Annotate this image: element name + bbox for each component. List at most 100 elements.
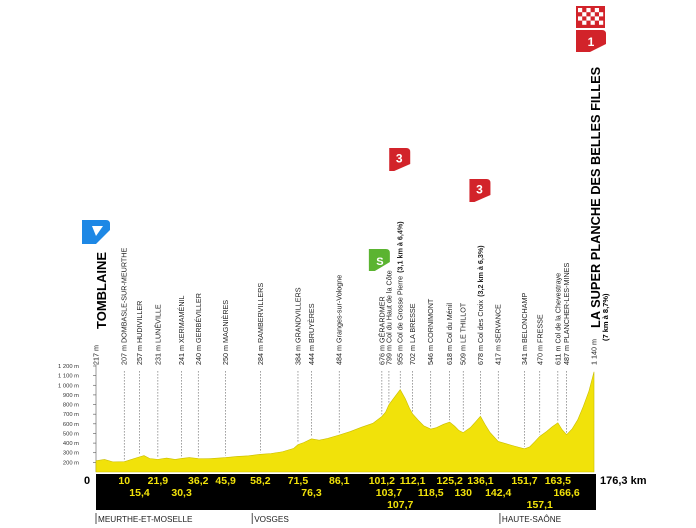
climb-marker-icon xyxy=(469,179,491,202)
waypoint-name: 484 m Granges-sur-Vologne xyxy=(335,275,344,365)
finish-climb-marker-icon xyxy=(576,30,606,52)
waypoint-km-label: 101,2 xyxy=(369,475,395,487)
waypoint-km-label: 157,1 xyxy=(527,499,553,511)
waypoint-climb: (3,2 km à 6,3%) xyxy=(476,245,485,297)
waypoint-name: 341 m BELONCHAMP xyxy=(520,292,529,365)
waypoint-km-label: 21,9 xyxy=(148,475,169,487)
distance-bar-background xyxy=(96,474,596,510)
finish-flag-square xyxy=(578,16,583,21)
finish-flag-square xyxy=(586,16,591,21)
waypoint-label: 231 m LUNÉVILLE xyxy=(153,304,162,365)
finish-flag-square xyxy=(594,8,599,13)
finish-climb-category: 1 xyxy=(588,35,595,49)
regions: MEURTHE-ET-MOSELLE VOSGES HAUTE-SAÔNE xyxy=(95,513,562,524)
waypoint-km-label: 125,2 xyxy=(437,475,463,487)
altitude-tick-label: 500 m xyxy=(63,431,79,437)
finish-altitude-label: 1 140 m xyxy=(590,339,599,365)
altitude-tick-label: 300 m xyxy=(63,451,79,457)
waypoint-name: 487 m PLANCHER-LES-MINES xyxy=(562,263,571,365)
sprint-marker-icon xyxy=(368,249,390,271)
waypoint-label: 676 m GÉRARDMER xyxy=(377,296,386,365)
region-label: HAUTE-SAÔNE xyxy=(502,514,562,524)
start-distance-label: 0 xyxy=(84,475,90,487)
waypoint-km-label: 136,1 xyxy=(467,475,493,487)
waypoint-km-label: 76,3 xyxy=(301,487,322,499)
climb-marker-icon xyxy=(389,148,411,171)
waypoint-label: 546 m CORNIMONT xyxy=(426,298,435,365)
altitude-tick-label: 600 m xyxy=(63,422,79,428)
waypoint-name: 509 m LE THILLOT xyxy=(459,302,468,365)
finish-flag-square xyxy=(599,12,604,17)
waypoint-name: 470 m FRESSE xyxy=(535,314,544,365)
waypoint-name: 284 m RAMBERVILLERS xyxy=(256,283,265,365)
waypoint-km-label: 58,2 xyxy=(250,475,271,487)
finish-flag-square xyxy=(590,20,595,25)
waypoint-label: 618 m Col du Ménil xyxy=(445,303,454,365)
altitude-tick-label: 400 m xyxy=(63,441,79,447)
waypoint-name: 618 m Col du Ménil xyxy=(445,303,454,365)
waypoint-label: 484 m Granges-sur-Vologne xyxy=(335,275,344,365)
waypoint-label: 250 m MAGNIÈRES xyxy=(221,300,230,365)
waypoint-label: 470 m FRESSE xyxy=(535,314,544,365)
altitude-tick-label: 700 m xyxy=(63,412,79,418)
waypoint-km-label: 86,1 xyxy=(329,475,350,487)
waypoint-label: 955 m Col de Grosse Pierre (3,1 km à 6,4%… xyxy=(396,221,405,365)
waypoint-name: 257 m HUDIVILLER xyxy=(135,301,144,365)
waypoint-name: 702 m LA BRESSE xyxy=(408,303,417,365)
waypoint-km-label: 151,7 xyxy=(511,475,537,487)
climb-category-label: 3 xyxy=(396,152,403,166)
waypoint-name: 250 m MAGNIÈRES xyxy=(221,300,230,365)
waypoint-name: 240 m GERBÉVILLER xyxy=(194,293,203,365)
finish-flag-square xyxy=(586,8,591,13)
climb-category-label: 3 xyxy=(476,183,483,197)
waypoint-km-label: 112,1 xyxy=(400,475,426,487)
waypoint-km-label: 36,2 xyxy=(188,475,209,487)
start-altitude-label: 217 m xyxy=(92,345,101,365)
waypoint-label: 678 m Col des Croix (3,2 km à 6,3%) xyxy=(476,245,485,365)
waypoint-km-label: 10 xyxy=(118,475,130,487)
waypoint-label: 444 m BRUYÈRES xyxy=(307,303,316,365)
start-arrow-icon xyxy=(92,226,103,236)
markers: S 3 3 1 xyxy=(82,6,606,271)
waypoint-name: 955 m Col de Grosse Pierre xyxy=(396,276,405,365)
waypoint-km-label: 130 xyxy=(454,487,472,499)
finish-distance-label: 176,3 km xyxy=(600,475,647,487)
waypoint-km-label: 118,5 xyxy=(418,487,444,499)
waypoint-label: 284 m RAMBERVILLERS xyxy=(256,283,265,365)
waypoint-name: 676 m GÉRARDMER xyxy=(377,296,386,365)
waypoint-name: 799 m Col du Haut de la Côte xyxy=(384,270,393,365)
waypoint-km-label: 71,5 xyxy=(288,475,309,487)
waypoint-label: 241 m XERMAMÉNIL xyxy=(177,295,186,365)
waypoint-label: 341 m BELONCHAMP xyxy=(520,292,529,365)
waypoint-name: 384 m GRANDVILLERS xyxy=(293,287,302,365)
elevation-profile xyxy=(95,371,595,473)
waypoint-km-label: 107,7 xyxy=(387,499,413,511)
altitude-tick-label: 200 m xyxy=(63,460,79,466)
altitude-axis: 1 200 m 1 100 m 1 000 m 900 m 800 m 700 m 600 … xyxy=(58,364,97,472)
waypoint-name: 231 m LUNÉVILLE xyxy=(153,304,162,365)
waypoint-name: 417 m SERVANCE xyxy=(494,304,503,365)
waypoints: 207 m DOMBASLE-SUR-MEURTHE 257 m HUDIVILL… xyxy=(92,66,610,460)
waypoint-km-label: 103,7 xyxy=(376,487,402,499)
waypoint-label: 611 m Col de la Chevestraye xyxy=(553,273,562,365)
waypoint-label: 509 m LE THILLOT xyxy=(459,302,468,365)
waypoint-km-label: 163,5 xyxy=(545,475,571,487)
waypoint-km-label: 30,3 xyxy=(171,487,192,499)
waypoint-label: 487 m PLANCHER-LES-MINES xyxy=(562,263,571,365)
region-label: MEURTHE-ET-MOSELLE xyxy=(98,515,193,524)
waypoint-name: 241 m XERMAMÉNIL xyxy=(177,295,186,365)
waypoint-km-label: 45,9 xyxy=(215,475,236,487)
waypoint-label: 384 m GRANDVILLERS xyxy=(293,287,302,365)
sprint-label: S xyxy=(376,256,383,268)
finish-climb-detail: (7 km à 8,7%) xyxy=(601,293,610,341)
altitude-tick-label: 1 100 m xyxy=(58,374,79,380)
finish-flag-square xyxy=(594,16,599,21)
altitude-tick-label: 900 m xyxy=(63,393,79,399)
finish-flag-square xyxy=(599,20,604,25)
distance-bar xyxy=(96,474,596,510)
finish-town-name: LA SUPER PLANCHE DES BELLES FILLES xyxy=(588,66,603,328)
waypoint-label: 417 m SERVANCE xyxy=(494,304,503,365)
waypoint-label: 702 m LA BRESSE xyxy=(408,303,417,365)
waypoint-name: 611 m Col de la Chevestraye xyxy=(553,273,562,365)
